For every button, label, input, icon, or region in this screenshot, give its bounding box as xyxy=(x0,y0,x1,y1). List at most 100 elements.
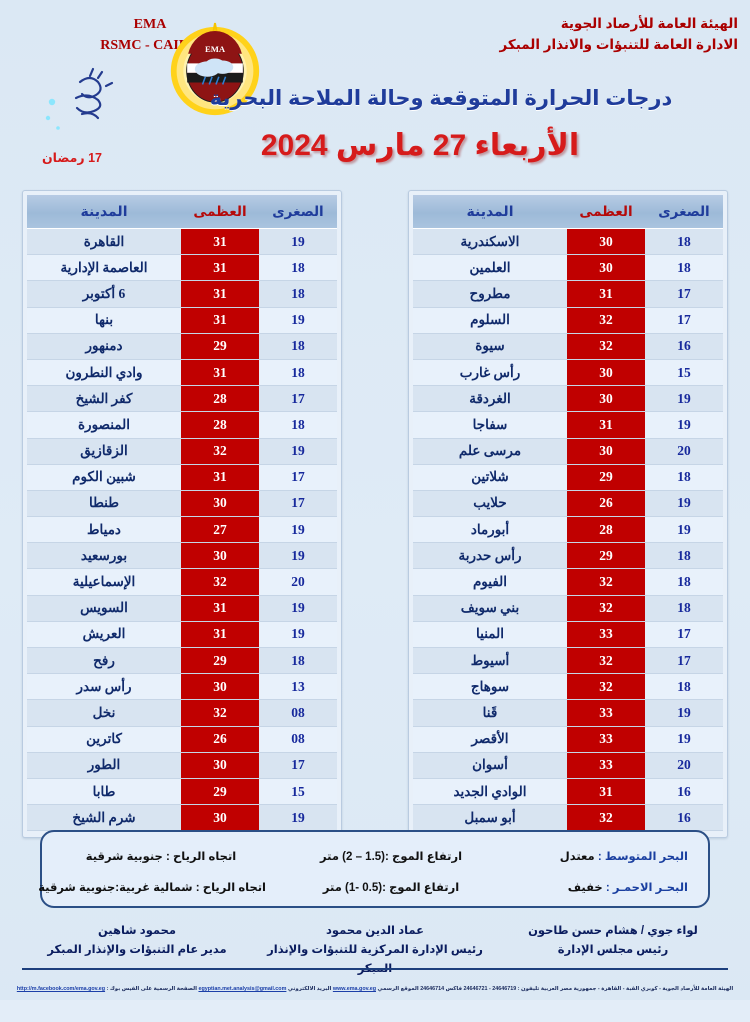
cell-city-name: سفاجا xyxy=(413,411,567,439)
footer-facebook-link[interactable]: http://m.facebook.com/ema.gov.eg xyxy=(16,986,106,992)
cell-max-temp: 32 xyxy=(181,568,259,596)
table-row: 17 30 الطور xyxy=(27,751,337,779)
ema-abbreviation: EMA xyxy=(133,17,167,32)
cell-min-temp: 19 xyxy=(645,699,723,727)
cell-min-temp: 08 xyxy=(259,699,337,727)
cell-city-name: رأس حدربة xyxy=(413,542,567,570)
cell-city-name: قَنا xyxy=(413,699,567,727)
cell-min-temp: 17 xyxy=(645,280,723,308)
marine-row-mediterranean: البحر المتوسط : معتدل ارتفاع الموج :(1.5… xyxy=(56,840,694,871)
cell-min-temp: 19 xyxy=(259,620,337,649)
cell-city-name: السلوم xyxy=(413,306,567,334)
cell-max-temp: 32 xyxy=(567,673,645,701)
cell-max-temp: 31 xyxy=(181,463,259,491)
table-row: 19 31 بنها xyxy=(27,306,337,334)
org-line-2: الادارة العامة للتنبؤات والانذار المبكر xyxy=(499,36,738,52)
cell-min-temp: 19 xyxy=(259,306,337,334)
cell-min-temp: 19 xyxy=(645,489,723,518)
ema-logo-icon: EMA xyxy=(167,18,263,124)
cell-max-temp: 30 xyxy=(567,358,645,387)
cell-city-name: السويس xyxy=(27,594,181,622)
table-row: 18 29 رفح xyxy=(27,646,337,675)
sea-label: البحر المتوسط : xyxy=(597,850,688,863)
cell-max-temp: 32 xyxy=(567,332,645,360)
table-row: 18 30 الاسكندرية xyxy=(413,227,723,256)
cell-min-temp: 19 xyxy=(259,542,337,570)
table-row: 17 31 شبين الكوم xyxy=(27,463,337,491)
cell-city-name: كاترين xyxy=(27,725,181,753)
cell-min-temp: 13 xyxy=(259,673,337,701)
table-header-row: الصغرى العظمى المدينة xyxy=(413,195,723,229)
forecast-table-right-card: الصغرى العظمى المدينة 19 31 القاهرة 18 31 الع… xyxy=(22,190,342,839)
column-header-min: الصغرى xyxy=(259,195,337,229)
table-row: 16 32 سيوة xyxy=(413,332,723,360)
cell-max-temp: 32 xyxy=(567,594,645,622)
table-row: 18 32 سوهاج xyxy=(413,673,723,701)
table-row: 19 26 حلايب xyxy=(413,489,723,518)
cell-max-temp: 30 xyxy=(181,489,259,518)
cell-min-temp: 17 xyxy=(259,751,337,779)
cell-city-name: طابا xyxy=(27,777,181,806)
cell-city-name: الإسماعيلية xyxy=(27,568,181,596)
cell-city-name: العاصمة الإدارية xyxy=(27,254,181,282)
cell-min-temp: 17 xyxy=(259,463,337,491)
wind-direction-redsea: اتجاه الرياح : شمالية غربية:جنوبية شرقية xyxy=(38,881,266,894)
table-row: 17 31 مطروح xyxy=(413,280,723,308)
forecast-table-right: الصغرى العظمى المدينة 19 31 القاهرة 18 31 الع… xyxy=(27,195,337,832)
cell-city-name: بنها xyxy=(27,306,181,334)
cell-max-temp: 30 xyxy=(181,804,259,832)
cell-city-name: الأقصر xyxy=(413,725,567,753)
cell-min-temp: 18 xyxy=(645,594,723,622)
cell-city-name: حلايب xyxy=(413,489,567,518)
table-row: 08 26 كاترين xyxy=(27,725,337,753)
cell-min-temp: 15 xyxy=(645,358,723,387)
cell-city-name: شرم الشيخ xyxy=(27,804,181,832)
table-row: 16 31 الوادي الجديد xyxy=(413,777,723,806)
table-row: 19 31 سفاجا xyxy=(413,411,723,439)
cell-city-name: شلاتين xyxy=(413,463,567,491)
signature-role: رئيس الإدارة المركزية للتنبؤات والإنذار … xyxy=(267,943,483,975)
cell-max-temp: 30 xyxy=(567,227,645,256)
cell-max-temp: 31 xyxy=(181,280,259,308)
table-row: 20 32 الإسماعيلية xyxy=(27,568,337,596)
sea-name-mediterranean: البحر المتوسط : معتدل xyxy=(516,849,694,863)
signature-role: رئيس مجلس الإدارة xyxy=(557,943,669,956)
bulletin-date: الأربعاء 27 مارس 2024 xyxy=(260,129,580,162)
cell-max-temp: 32 xyxy=(567,568,645,596)
cell-min-temp: 18 xyxy=(259,358,337,387)
cell-min-temp: 18 xyxy=(259,411,337,439)
footer-contact-line: الهيئة العامة للأرصاد الجوية - كوبري الق… xyxy=(0,986,750,992)
cell-max-temp: 31 xyxy=(567,411,645,439)
cell-max-temp: 32 xyxy=(567,804,645,832)
table-row: 19 30 شرم الشيخ xyxy=(27,804,337,832)
cell-city-name: سيوة xyxy=(413,332,567,360)
cell-min-temp: 17 xyxy=(645,620,723,649)
table-row: 17 32 أسيوط xyxy=(413,646,723,675)
table-row: 15 29 طابا xyxy=(27,777,337,806)
table-row: 17 32 السلوم xyxy=(413,306,723,334)
sea-name-redsea: البحـر الاحمـر : خفيف xyxy=(516,880,694,894)
cell-min-temp: 19 xyxy=(259,516,337,544)
cell-min-temp: 16 xyxy=(645,804,723,832)
footer-email-link[interactable]: egyptian.met.analysis@gmail.com xyxy=(198,986,287,992)
cell-max-temp: 32 xyxy=(567,646,645,675)
cell-max-temp: 26 xyxy=(181,725,259,753)
column-header-max: العظمى xyxy=(567,195,645,229)
table-row: 19 31 العريش xyxy=(27,620,337,649)
cell-max-temp: 27 xyxy=(181,516,259,544)
cell-city-name: الزقازيق xyxy=(27,437,181,465)
cell-min-temp: 16 xyxy=(645,332,723,360)
footer-website-link[interactable]: www.ema.gov.eg xyxy=(332,986,377,992)
cell-min-temp: 17 xyxy=(645,306,723,334)
cell-min-temp: 19 xyxy=(645,385,723,413)
cell-min-temp: 19 xyxy=(259,804,337,832)
cell-max-temp: 32 xyxy=(181,437,259,465)
cell-max-temp: 29 xyxy=(567,463,645,491)
cell-city-name: العريش xyxy=(27,620,181,649)
footer-email-label: البريد الالكتروني xyxy=(287,986,332,992)
cell-city-name: المنصورة xyxy=(27,411,181,439)
table-row: 17 33 المنيا xyxy=(413,620,723,649)
table-row: 17 30 طنطا xyxy=(27,489,337,518)
cell-min-temp: 17 xyxy=(259,489,337,518)
